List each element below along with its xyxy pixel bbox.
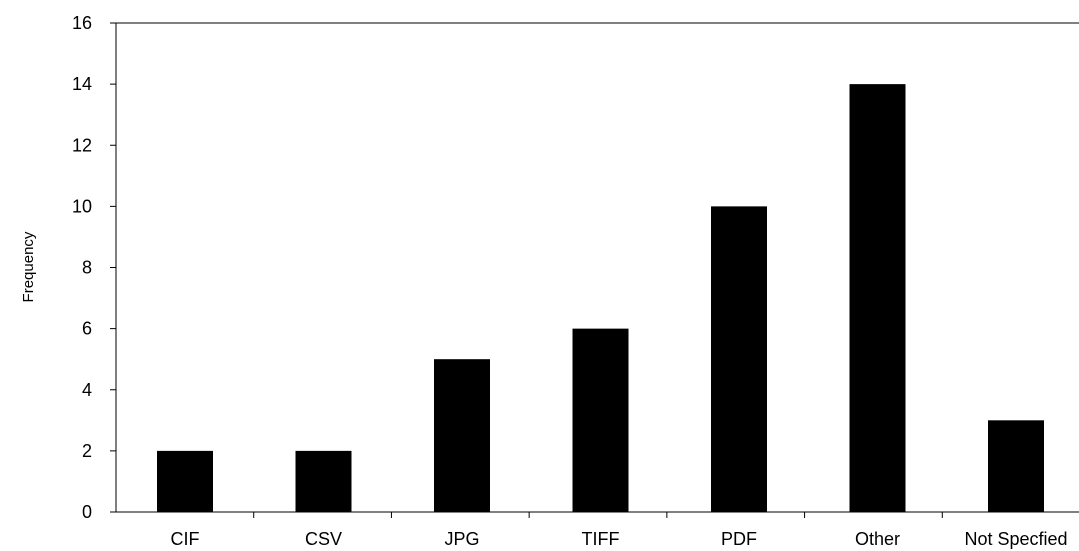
- y-axis-ticks: 0 2 4 6 8 10 12 14 16: [72, 13, 116, 522]
- x-tick-label: Not Specfied: [964, 529, 1067, 549]
- y-tick-label: 4: [82, 380, 92, 400]
- y-tick-label: 12: [72, 135, 92, 155]
- bar-pdf: [711, 206, 767, 512]
- x-tick-label: CIF: [171, 529, 200, 549]
- y-tick-label: 8: [82, 258, 92, 278]
- y-tick-label: 14: [72, 74, 92, 94]
- x-tick-label: PDF: [721, 529, 757, 549]
- y-tick-label: 10: [72, 196, 92, 216]
- bar-other: [849, 84, 906, 512]
- bar-tiff: [572, 328, 629, 512]
- bar-not-specfied: [988, 420, 1044, 512]
- y-tick-label: 2: [82, 441, 92, 461]
- x-tick-label: Other: [855, 529, 900, 549]
- bar-csv: [295, 450, 352, 512]
- x-axis-ticks: CIF CSV JPG TIFF PDF Other Not Specfied: [171, 512, 1068, 549]
- x-tick-label: JPG: [444, 529, 479, 549]
- y-tick-label: 16: [72, 13, 92, 33]
- bar-jpg: [434, 359, 490, 512]
- bar-cif: [157, 450, 213, 512]
- y-tick-label: 0: [82, 502, 92, 522]
- y-tick-label: 6: [82, 319, 92, 339]
- y-axis-title: Frequency: [20, 231, 37, 302]
- bars-group: [157, 84, 1044, 512]
- x-tick-label: TIFF: [582, 529, 620, 549]
- x-tick-label: CSV: [305, 529, 342, 549]
